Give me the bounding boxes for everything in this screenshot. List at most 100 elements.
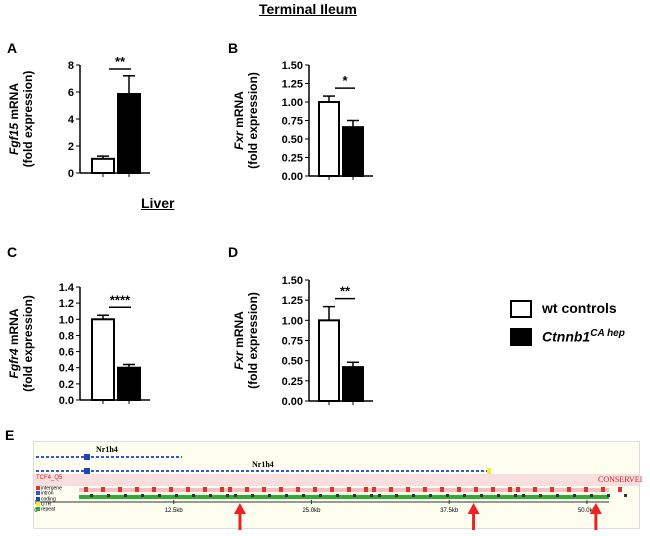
panel-letter-d: D [228, 244, 239, 260]
y-tick-label: 1.2 [59, 298, 74, 310]
browser-legend-swatch [36, 486, 40, 490]
browser-axis-tick-label: 37.5kb [440, 508, 459, 514]
gene-label-2: Nr1h4 [252, 460, 274, 469]
annotation-dot [573, 494, 576, 497]
browser-legend-label: UTR [41, 501, 52, 508]
intergene-band [79, 488, 609, 492]
y-tick-label: 1.50 [282, 275, 303, 287]
annotation-dot [378, 494, 381, 497]
legend-label-ctnnb1-sup: CA hep [590, 328, 625, 339]
y-axis-label: Fgfr4 mRNA (fold expression) [7, 295, 35, 392]
browser-legend: intergene intron coding UTR repeat [36, 486, 62, 513]
chart-b: 0.00 0.25 0.50 0.75 1.00 1.25 1.50 * Fxr mRNA (fo… [232, 60, 373, 183]
annotation-dot [90, 494, 93, 497]
y-tick-label: 0.25 [282, 153, 303, 165]
annotation-mark [533, 487, 537, 492]
y-axis-label-line2: (fold expression) [246, 292, 260, 389]
panel-letter-c: C [7, 244, 18, 260]
panel-letter-b: B [228, 40, 239, 56]
y-axis-label: Fgf15 mRNA (fold expression) [7, 71, 35, 168]
chart-c: 0.0 0.2 0.4 0.6 0.8 1.0 1.2 1.4 **** Fgfr4 mRNA (f… [7, 282, 150, 407]
y-tick-label: 6 [68, 87, 74, 99]
bar-ctnnb1 [342, 366, 364, 403]
annotation-dot [370, 494, 373, 497]
annotation-mark [228, 487, 232, 492]
annotation-dot [446, 494, 449, 497]
annotation-dot [268, 494, 271, 497]
panel-letter-e: E [5, 427, 15, 443]
annotation-mark [203, 487, 207, 492]
annotation-mark [423, 487, 427, 492]
bar-wt [91, 318, 115, 401]
annotation-dot [353, 494, 356, 497]
annotation-mark [347, 487, 351, 492]
browser-axis-tick-label: 25.0kb [302, 508, 321, 514]
annotation-mark [550, 487, 554, 492]
annotation-mark [406, 487, 410, 492]
significance-label: * [342, 73, 348, 88]
y-tick-label: 0.75 [282, 116, 303, 128]
gene-track-2-utr [487, 468, 491, 474]
annotation-dot [141, 494, 144, 497]
browser-legend-item: intergene [36, 486, 62, 491]
annotation-mark [601, 487, 605, 492]
annotation-mark [389, 487, 393, 492]
annotation-mark [220, 487, 224, 492]
annotation-mark [135, 487, 139, 492]
y-tick-label: 1.0 [59, 314, 74, 326]
annotation-dot [395, 494, 398, 497]
y-tick-label: 0.50 [282, 134, 303, 146]
browser-legend-swatch [36, 496, 40, 501]
y-axis-label-line1: Fxr mRNA [232, 311, 246, 370]
annotation-mark [118, 487, 122, 492]
annotation-mark [491, 487, 495, 492]
annotation-mark [169, 487, 173, 492]
significance-label: **** [110, 292, 131, 307]
browser-legend-item: UTR [36, 502, 62, 507]
bar-wt [318, 101, 340, 177]
annotation-dot [107, 494, 110, 497]
legend-label-wt: wt controls [542, 300, 617, 316]
browser-legend-label: coding [41, 495, 56, 502]
y-tick-label: 2 [68, 141, 74, 153]
browser-legend-item: coding [36, 495, 62, 502]
y-tick-label: 1.25 [282, 295, 303, 307]
y-axis-label-line2: (fold expression) [21, 295, 35, 392]
browser-legend-label: intergene [41, 485, 62, 492]
annotation-dot [607, 494, 610, 497]
annotation-dot [590, 494, 593, 497]
chart-a: 0 2 4 6 8 ** Fgf15 mRNA (fold expression) [7, 55, 150, 180]
y-axis-label-line2: (fold expression) [246, 72, 260, 169]
annotation-dot [539, 494, 542, 497]
browser-legend-swatch [36, 507, 40, 512]
annotation-dot [429, 494, 432, 497]
browser-legend-swatch [36, 501, 40, 506]
tcf4-site-arrowhead [589, 503, 602, 514]
annotation-mark [364, 487, 368, 492]
legend-swatch-ctnnb1 [510, 328, 532, 346]
annotation-dot [514, 494, 517, 497]
y-tick-label: 1.4 [59, 282, 75, 294]
bar-ctnnb1 [117, 366, 141, 401]
liver-section-title: Liver [141, 195, 175, 211]
y-tick-label: 0 [68, 168, 74, 180]
y-tick-label: 0.25 [282, 376, 303, 388]
legend-swatch-wt [510, 300, 532, 318]
annotation-mark [440, 487, 444, 492]
y-tick-label: 0.8 [59, 330, 74, 342]
significance-label: ** [115, 55, 126, 69]
arrow-layer [233, 503, 602, 530]
annotation-mark [296, 487, 300, 492]
browser-axis-tick-label: 50.0kb [578, 508, 597, 514]
y-tick-label: 4 [68, 114, 75, 126]
bar-ctnnb1 [342, 126, 364, 178]
browser-legend-label: intron [41, 490, 54, 497]
annotation-dot [251, 494, 254, 497]
y-tick-label: 0.0 [59, 395, 74, 407]
conserved-band [34, 474, 639, 486]
annotation-mark [262, 487, 266, 492]
annotation-track [79, 487, 627, 499]
annotation-dot [497, 494, 500, 497]
annotation-mark [457, 487, 461, 492]
